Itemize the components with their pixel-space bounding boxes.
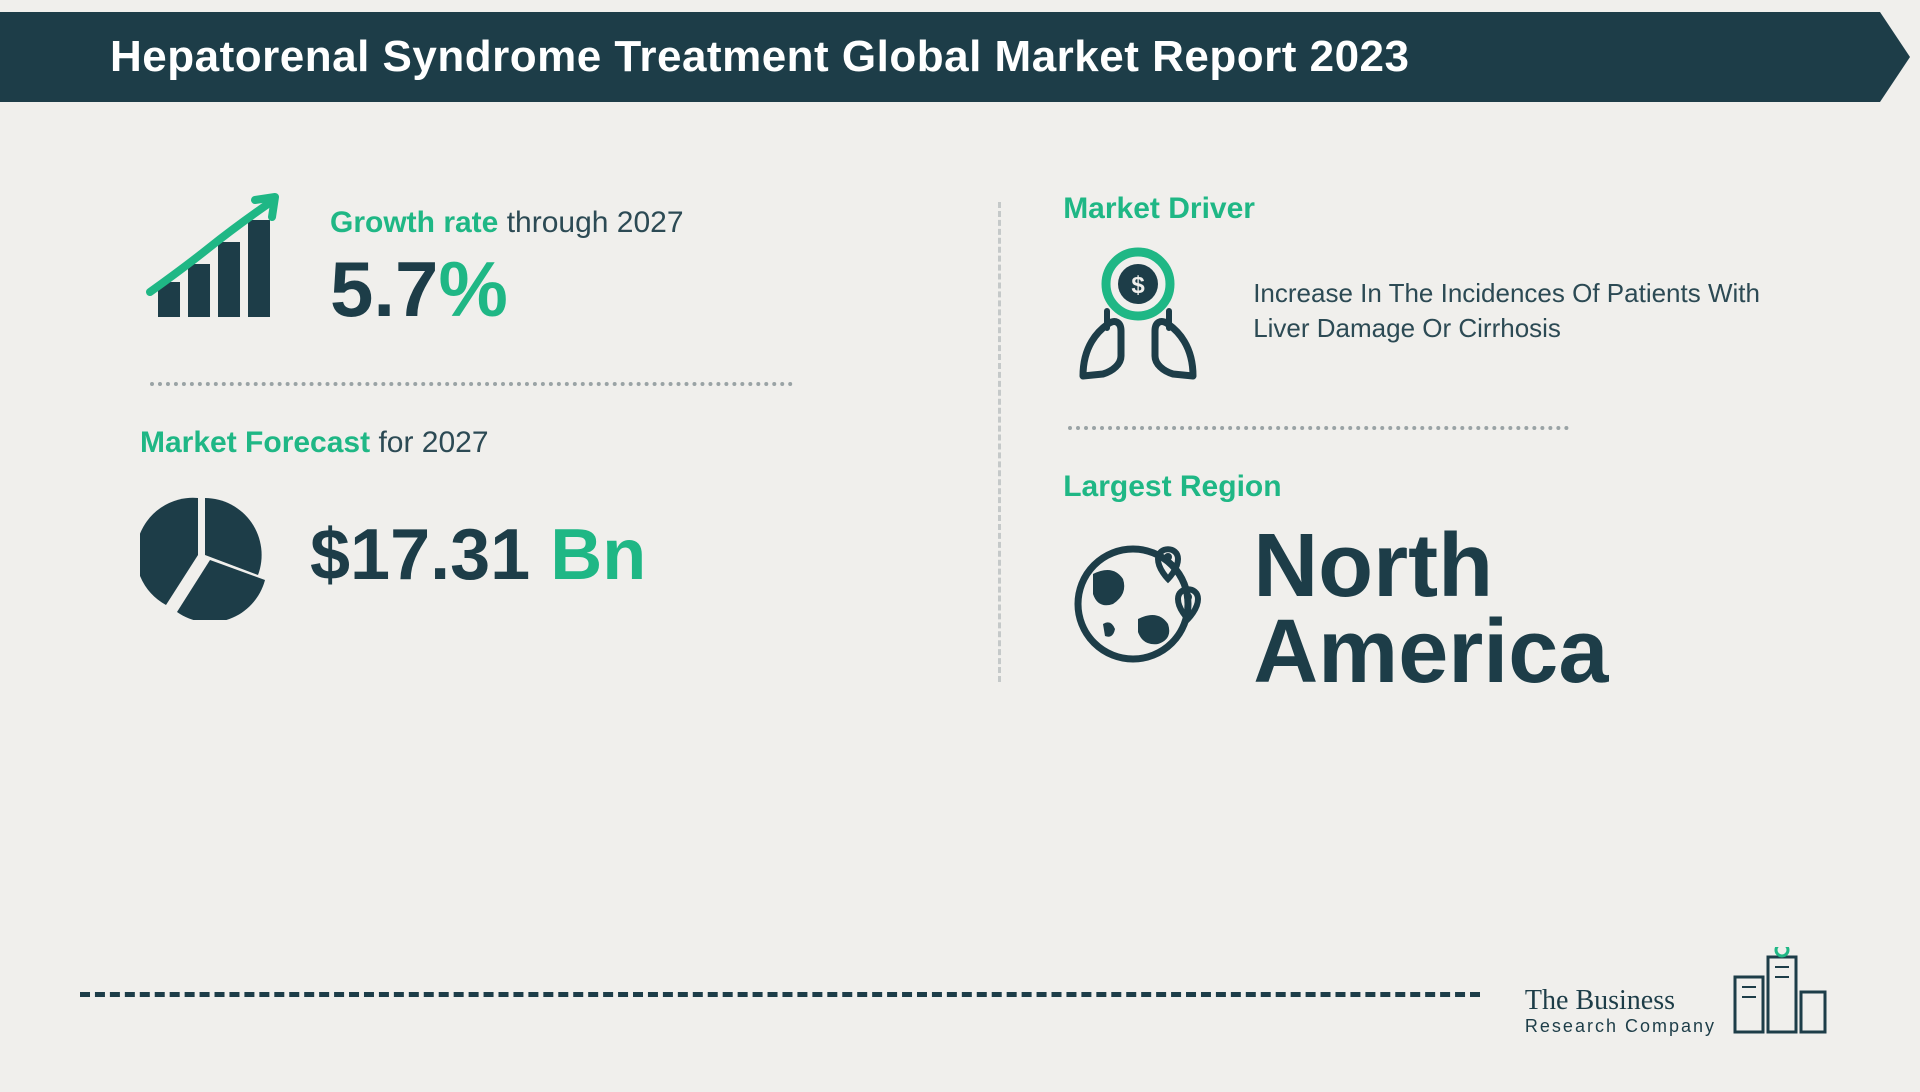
forecast-value: $17.31 Bn [310,519,646,591]
pie-chart-icon [140,490,270,620]
driver-block: $ Increase In The Incidences Of Patients… [1063,236,1800,386]
right-column: Market Driver $ Increase In The Incidenc… [1003,192,1800,735]
region-label-text: Largest Region [1063,470,1281,503]
logo-line1: The Business [1525,986,1716,1017]
growth-label-accent: Growth rate [330,206,498,239]
growth-number: 5.7 [330,245,438,333]
region-label: Largest Region [1063,470,1800,504]
report-title: Hepatorenal Syndrome Treatment Global Ma… [110,32,1410,82]
growth-label-muted: through 2027 [507,206,684,239]
forecast-number: 17.31 [350,515,530,595]
forecast-unit: Bn [550,515,646,595]
growth-unit: % [438,245,507,333]
driver-label: Market Driver [1063,192,1800,226]
globe-pins-icon [1063,524,1213,674]
forecast-label-wrap: Market Forecast for 2027 [140,426,489,470]
company-logo: The Business Research Company [1525,947,1830,1037]
growth-rate-block: Growth rate through 2027 5.7% [140,192,943,342]
logo-buildings-icon [1730,947,1830,1037]
forecast-currency: $ [310,515,350,595]
svg-text:$: $ [1132,272,1146,299]
region-value: North America [1253,524,1800,695]
logo-text: The Business Research Company [1525,986,1716,1037]
growth-value: 5.7% [330,250,943,328]
forecast-label: Market Forecast for 2027 [140,426,489,460]
left-dotted-divider [150,382,793,386]
right-dotted-divider [1068,426,1569,430]
growth-label: Growth rate through 2027 [330,206,943,240]
header-band: Hepatorenal Syndrome Treatment Global Ma… [0,12,1880,102]
logo-line2: Research Company [1525,1017,1716,1037]
region-block: North America [1063,524,1800,695]
growth-text: Growth rate through 2027 5.7% [330,206,943,328]
driver-description: Increase In The Incidences Of Patients W… [1253,276,1800,346]
left-column: Growth rate through 2027 5.7% Market For… [140,192,1003,735]
forecast-label-accent: Market Forecast [140,426,370,459]
hands-dollar-icon: $ [1063,236,1213,386]
forecast-block: Market Forecast for 2027 [140,426,943,470]
footer-dashed-line [80,992,1480,997]
forecast-value-block: $17.31 Bn [140,490,943,620]
forecast-label-muted: for 2027 [378,426,488,459]
content-area: Growth rate through 2027 5.7% Market For… [0,102,1920,775]
vertical-divider [998,202,1001,682]
driver-label-text: Market Driver [1063,192,1255,225]
growth-chart-icon [140,192,290,342]
